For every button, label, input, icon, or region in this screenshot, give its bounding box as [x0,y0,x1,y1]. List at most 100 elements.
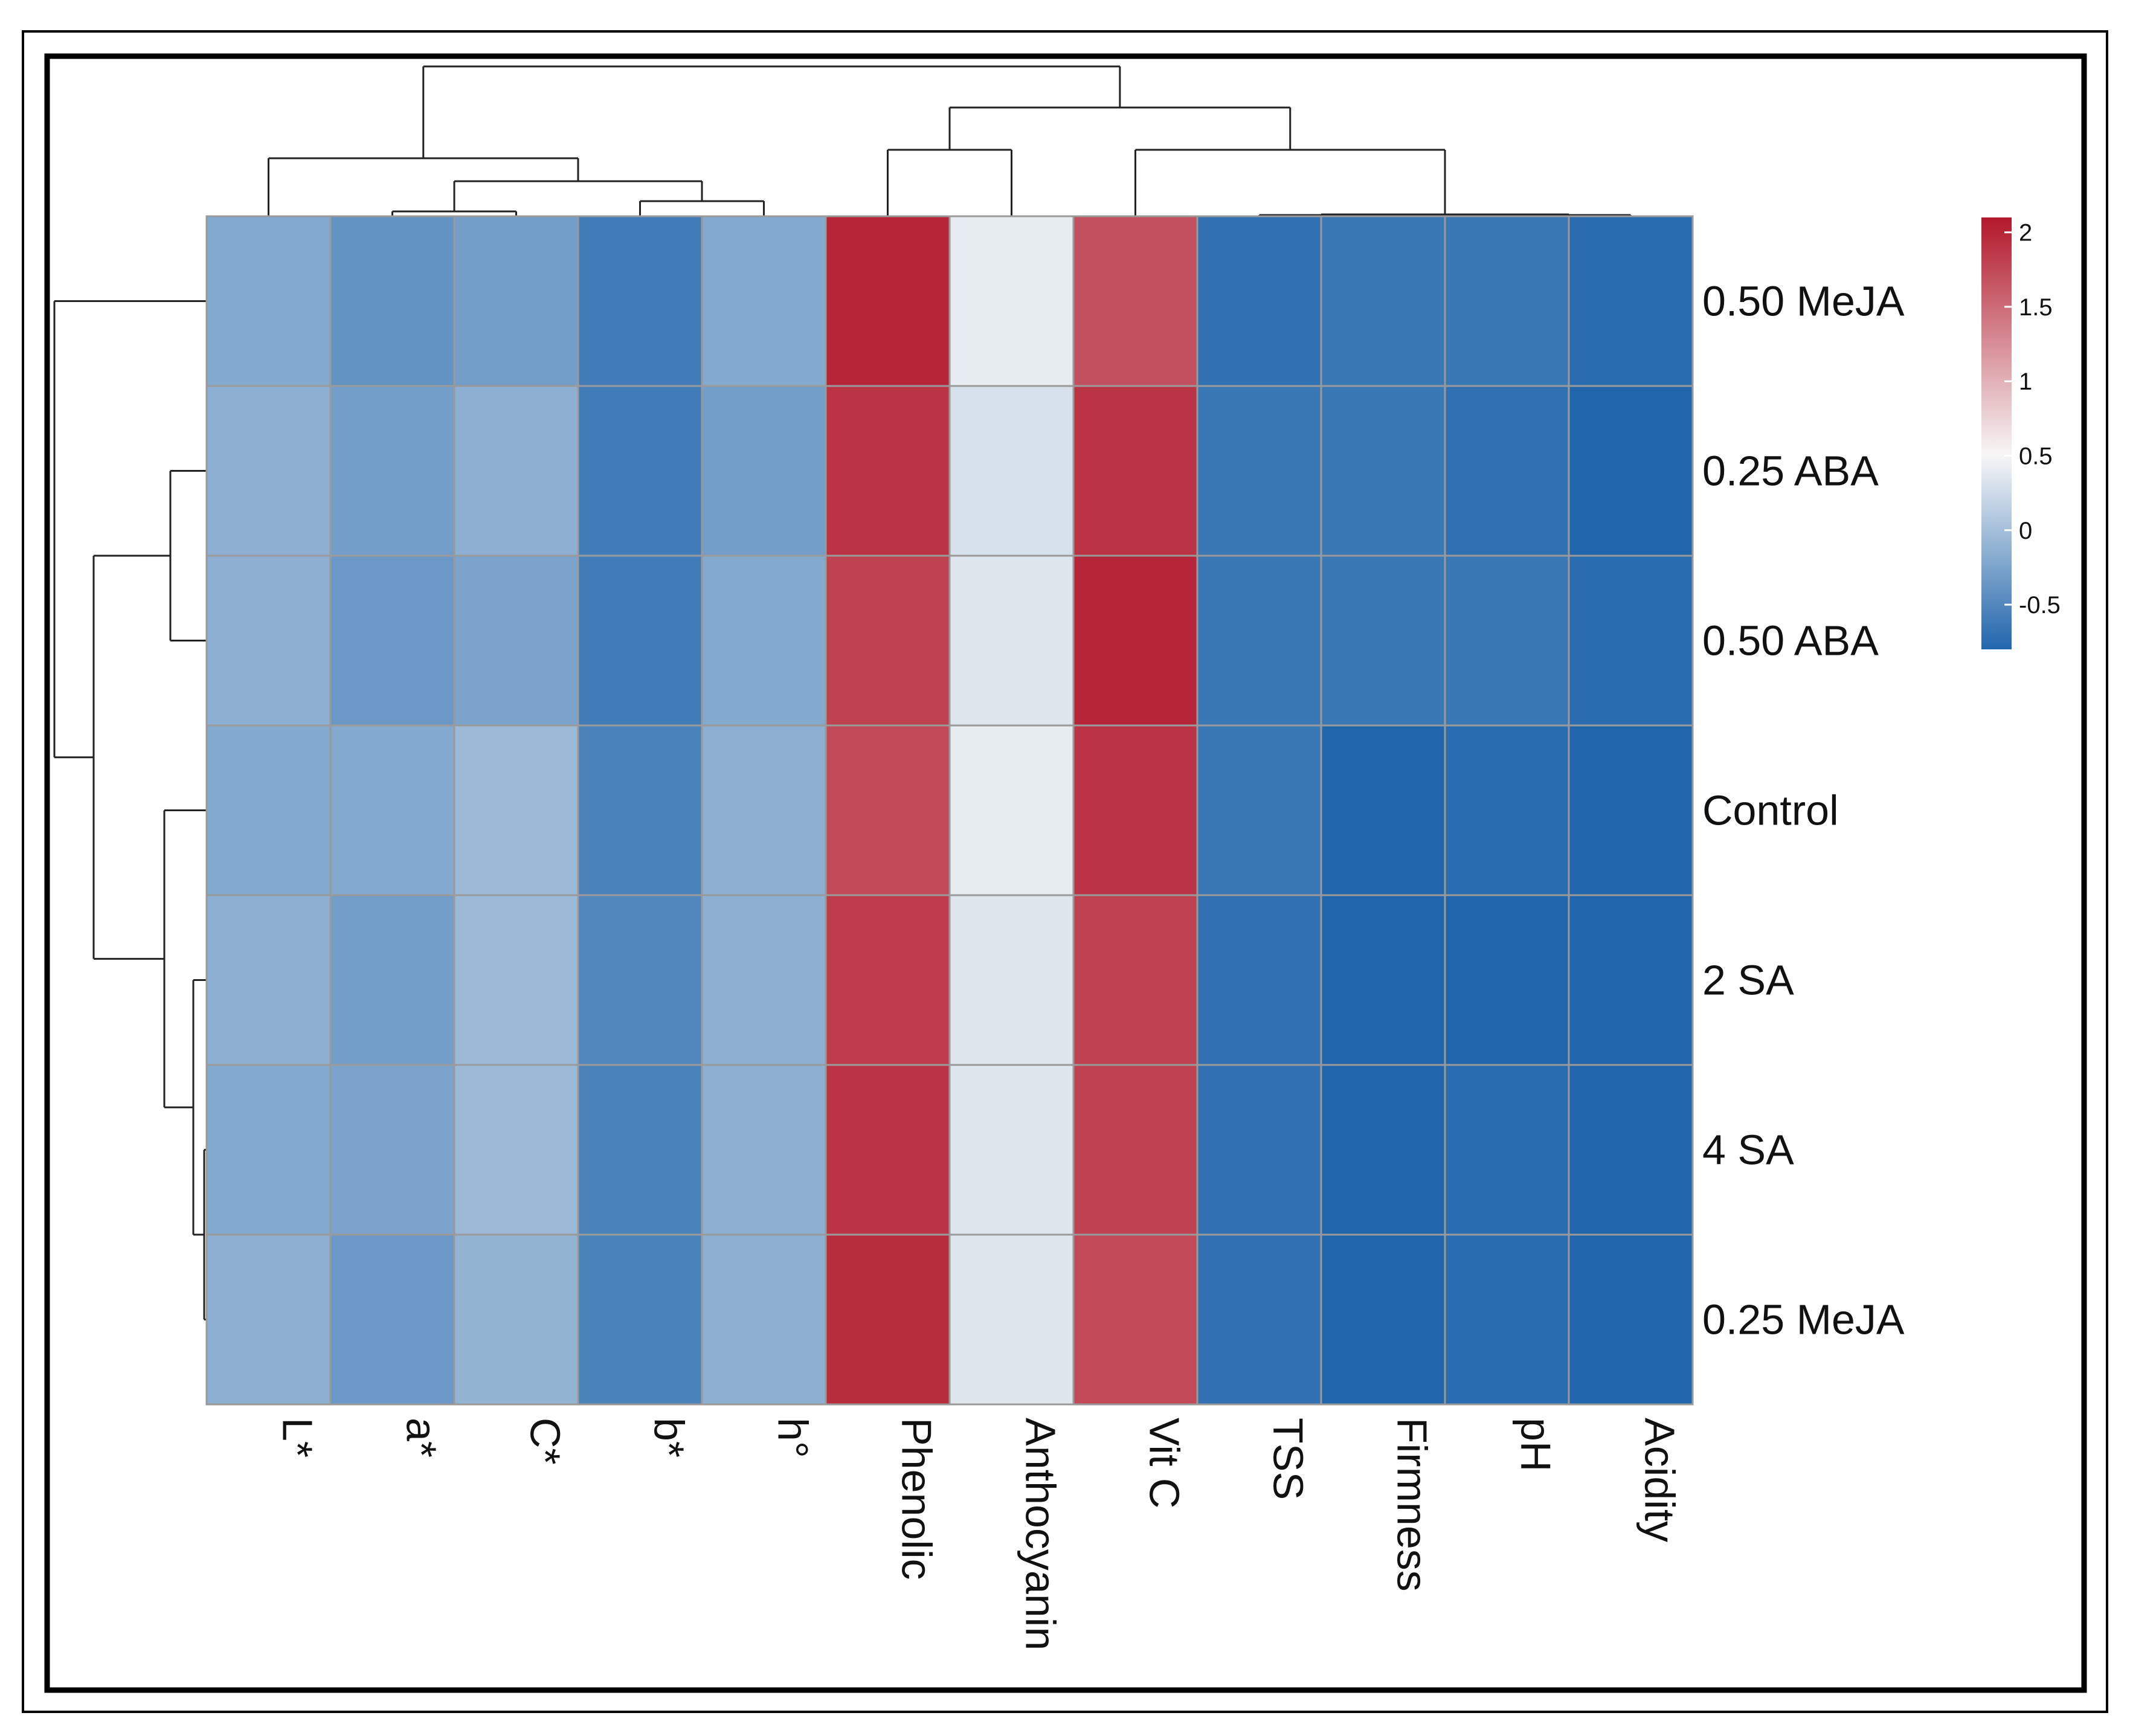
row-label: 0.25 ABA [1702,448,1879,495]
heatmap-cell [577,894,703,1066]
heatmap-cell [1320,555,1446,727]
heatmap-cell [701,1064,827,1236]
heatmap-cell [1568,1064,1694,1236]
legend-color-bar [1981,217,2012,649]
legend-tick-label: -0.5 [2019,592,2061,619]
legend-tick-label: 0 [2019,518,2032,544]
heatmap-cell [1568,1233,1694,1406]
heatmap-cell [1444,1064,1570,1236]
heatmap-cell [205,555,332,727]
heatmap-cell [329,555,455,727]
heatmap-cell [577,1064,703,1236]
heatmap-cell [1196,555,1322,727]
heatmap-cell [948,724,1075,896]
column-label: h° [770,1418,817,1458]
heatmap-cell [1320,215,1446,387]
heatmap-cell [453,385,579,557]
heatmap-cell [1444,385,1570,557]
heatmap-cell [1568,555,1694,727]
heatmap-cell [1568,385,1694,557]
heatmap-cell [329,724,455,896]
row-labels: 0.50 MeJA 0.25 ABA 0.50 ABA Control 2 SA 4 SA… [1702,278,1905,1343]
row-label: Control [1702,787,1839,834]
column-label: a* [398,1418,445,1458]
column-label: pH [1513,1418,1560,1471]
heatmap-cell [948,1233,1075,1406]
heatmap-cell [701,1233,827,1406]
heatmap-cell [701,724,827,896]
column-label: Firmness [1389,1418,1436,1592]
heatmap-cell [1072,215,1199,387]
heatmap-cell [453,1233,579,1406]
heatmap-cell [329,894,455,1066]
heatmap-cell [453,555,579,727]
heatmap-cell [453,215,579,387]
heatmap-cell [825,555,951,727]
heatmap-cell [1196,385,1322,557]
heatmap-cell [329,385,455,557]
heatmap-cell [825,215,951,387]
legend-tick-label: 1.5 [2019,294,2053,321]
heatmap-cells [205,215,1694,1406]
heatmap-cell [948,555,1075,727]
heatmap-cell [701,215,827,387]
column-dendrogram [268,65,1632,216]
column-labels: L* a* C* b* h° Phenolic Anthocyanin Vit C TSS Fir… [274,1418,1684,1650]
column-label: L* [274,1418,321,1458]
heatmap-cell [1072,1064,1199,1236]
row-label: 0.50 ABA [1702,617,1879,664]
heatmap-cell [577,555,703,727]
heatmap-cell [1444,215,1570,387]
heatmap-cell [1072,724,1199,896]
heatmap-cell [1444,555,1570,727]
outer-frame [22,30,2108,1713]
heatmap-cell [1568,894,1694,1066]
heatmap-cell [825,894,951,1066]
heatmap-cell [701,555,827,727]
heatmap-cell [948,894,1075,1066]
heatmap-cell [1568,724,1694,896]
column-label: Vit C [1141,1418,1188,1508]
heatmap-cell [948,215,1075,387]
heatmap-cell [1072,385,1199,557]
heatmap-cell [1320,724,1446,896]
heatmap-cell [329,1064,455,1236]
legend-tick-label: 1 [2019,368,2032,395]
heatmap-cell [577,1233,703,1406]
heatmap-cell [205,1064,332,1236]
row-label: 0.50 MeJA [1702,278,1905,325]
heatmap-cell [205,894,332,1066]
heatmap-cell [1196,1233,1322,1406]
row-label: 4 SA [1702,1127,1794,1174]
color-legend: 2 1.5 1 0.5 0 -0.5 [1981,217,2061,649]
heatmap-cell [948,1064,1075,1236]
heatmap-cell [205,385,332,557]
heatmap-cell [1320,1064,1446,1236]
column-label: TSS [1265,1418,1312,1500]
heatmap-cell [1320,385,1446,557]
column-label: Acidity [1636,1418,1684,1542]
legend-tick-label: 2 [2019,220,2032,246]
heatmap-cell [1196,215,1322,387]
column-label: b* [646,1418,693,1458]
column-label: Phenolic [893,1418,941,1580]
heatmap-cell [1568,215,1694,387]
row-label: 0.25 MeJA [1702,1296,1905,1343]
heatmap-cell [577,385,703,557]
heatmap-cell [825,724,951,896]
heatmap-cell [825,385,951,557]
heatmap-cell [329,1233,455,1406]
heatmap-cell [1196,724,1322,896]
heatmap-cell [1444,894,1570,1066]
heatmap-cell [825,1233,951,1406]
heatmap-cell [329,215,455,387]
column-label: C* [522,1418,569,1465]
heatmap-cell [453,894,579,1066]
row-label: 2 SA [1702,957,1794,1004]
heatmap-cell [1444,724,1570,896]
heatmap-cell [1072,894,1199,1066]
heatmap-cell [701,894,827,1066]
heatmap-cell [577,215,703,387]
heatmap-cell [205,215,332,387]
heatmap-cell [948,385,1075,557]
